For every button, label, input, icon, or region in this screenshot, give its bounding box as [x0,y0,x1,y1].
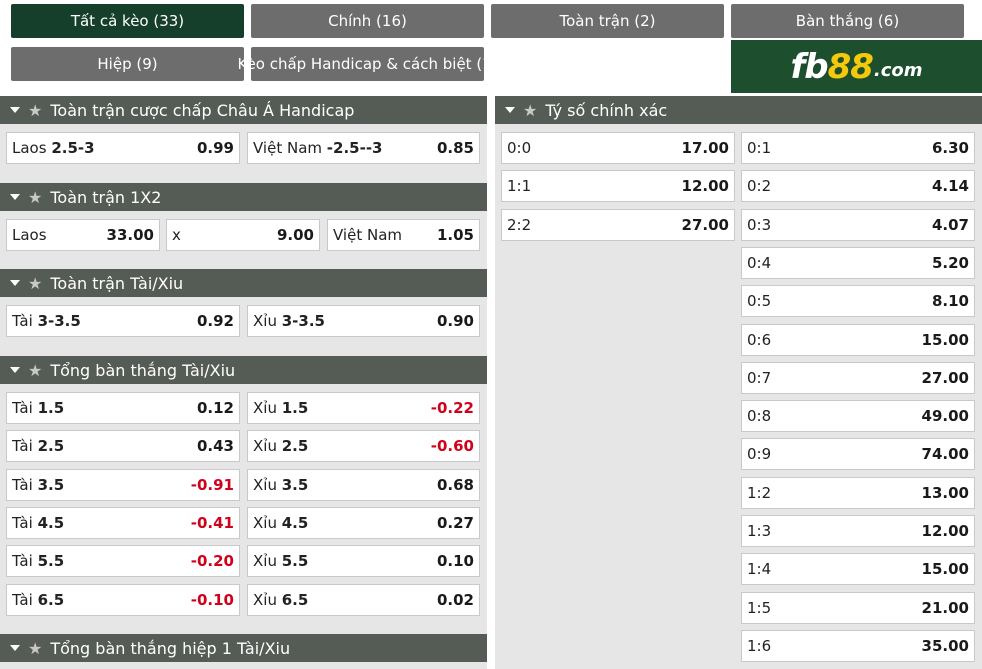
odds-cell[interactable]: Xỉu 1.5 -0.22 [247,392,480,424]
caret-down-icon [10,107,20,113]
caret-down-icon [505,107,515,113]
correct-score-cell[interactable]: 0:9 74.00 [741,438,975,471]
caret-down-icon [10,194,20,200]
odds-cell[interactable]: Xỉu 2.5 -0.60 [247,430,480,463]
odds-cell[interactable]: Xỉu 6.5 0.02 [247,583,480,616]
logo-fb: fb [790,46,828,87]
correct-score-cell[interactable]: 0:4 5.20 [741,246,975,279]
correct-score-cell[interactable]: 1:6 35.00 [741,629,975,662]
correct-score-cell[interactable]: 1:3 12.00 [741,515,975,547]
section-header-handicap[interactable]: ★ Toàn trận cược chấp Châu Á Handicap [0,96,487,124]
left-column: ★ Toàn trận cược chấp Châu Á Handicap Lao… [0,96,487,669]
caret-down-icon [10,645,20,651]
odds-cell[interactable]: Việt Nam 1.05 [327,219,480,251]
section-header-correct-score[interactable]: ★ Tý số chính xác [495,96,982,124]
correct-score-cell[interactable]: 0:7 27.00 [741,361,975,394]
odds-cell[interactable]: x 9.00 [166,219,320,251]
star-icon[interactable]: ★ [28,273,43,293]
section-title: Toàn trận cược chấp Châu Á Handicap [50,100,355,120]
tab-all[interactable]: Tất cả kèo (33) [11,4,244,38]
odds-cell[interactable]: Tài 4.5 -0.41 [6,506,240,539]
correct-score-cell[interactable]: 0:6 15.00 [741,323,975,356]
section-title: Tổng bàn thắng Tài/Xiu [50,360,236,380]
correct-score-cell[interactable]: 1:5 21.00 [741,591,975,624]
correct-score-cell[interactable]: 0:3 4.07 [741,208,975,241]
odds-cell[interactable]: Việt Nam -2.5--3 0.85 [247,132,480,164]
tab-handicap[interactable]: Kèo chấp Handicap & cách biệt (1) [237,47,498,81]
tab-half[interactable]: Hiệp (9) [11,47,244,81]
section-title: Tổng bàn thắng hiệp 1 Tài/Xiu [50,638,291,658]
caret-down-icon [10,280,20,286]
star-icon[interactable]: ★ [523,100,538,120]
odds-cell[interactable]: Xỉu 4.5 0.27 [247,506,480,539]
odds-cell[interactable]: Tài 2.5 0.43 [6,430,240,463]
star-icon[interactable]: ★ [28,100,43,120]
correct-score-cell[interactable]: 1:1 12.00 [501,170,735,203]
section-title: Toàn trận 1X2 [50,187,162,207]
odds-cell[interactable]: Tài 5.5 -0.20 [6,545,240,578]
section-header-half-goals[interactable]: ★ Tổng bàn thắng hiệp 1 Tài/Xiu [0,634,487,662]
correct-score-cell[interactable]: 1:4 15.00 [741,553,975,586]
logo-88: 88 [827,46,874,87]
odds-cell[interactable]: Xỉu 5.5 0.10 [247,545,480,578]
odds-cell[interactable]: Tài 1.5 0.12 [6,392,240,424]
odds-cell[interactable]: Tài 6.5 -0.10 [6,583,240,616]
section-title: Tý số chính xác [545,100,668,120]
odds-cell[interactable]: Xỉu 3.5 0.68 [247,468,480,501]
correct-score-cell[interactable]: 0:0 17.00 [501,132,735,164]
section-header-over-under[interactable]: ★ Toàn trận Tài/Xiu [0,269,487,297]
tab-full-match[interactable]: Toàn trận (2) [491,4,724,38]
correct-score-cell[interactable]: 1:2 13.00 [741,476,975,509]
correct-score-cell[interactable]: 0:2 4.14 [741,170,975,203]
correct-score-cell[interactable]: 0:8 49.00 [741,400,975,433]
odds-cell[interactable]: Xỉu 3-3.5 0.90 [247,305,480,337]
fb88-logo: fb 88 .com [731,40,982,93]
correct-score-cell[interactable]: 0:1 6.30 [741,132,975,164]
caret-down-icon [10,367,20,373]
star-icon[interactable]: ★ [28,187,43,207]
section-title: Toàn trận Tài/Xiu [50,273,184,293]
odds-cell[interactable]: Tài 3.5 -0.91 [6,468,240,501]
correct-score-cell[interactable]: 2:2 27.00 [501,208,735,241]
section-header-total-goals[interactable]: ★ Tổng bàn thắng Tài/Xiu [0,356,487,384]
section-header-1x2[interactable]: ★ Toàn trận 1X2 [0,183,487,211]
tab-main[interactable]: Chính (16) [251,4,484,38]
logo-domain: .com [873,60,923,81]
star-icon[interactable]: ★ [28,638,43,658]
tab-goals[interactable]: Bàn thắng (6) [731,4,964,38]
odds-cell[interactable]: Laos 33.00 [6,219,160,251]
right-column: ★ Tý số chính xác 0:0 17.00 1:1 12.00 2:2 27.0… [495,96,982,669]
star-icon[interactable]: ★ [28,360,43,380]
odds-cell[interactable]: Tài 3-3.5 0.92 [6,305,240,337]
odds-cell[interactable]: Laos 2.5-3 0.99 [6,132,240,164]
correct-score-cell[interactable]: 0:5 8.10 [741,285,975,318]
